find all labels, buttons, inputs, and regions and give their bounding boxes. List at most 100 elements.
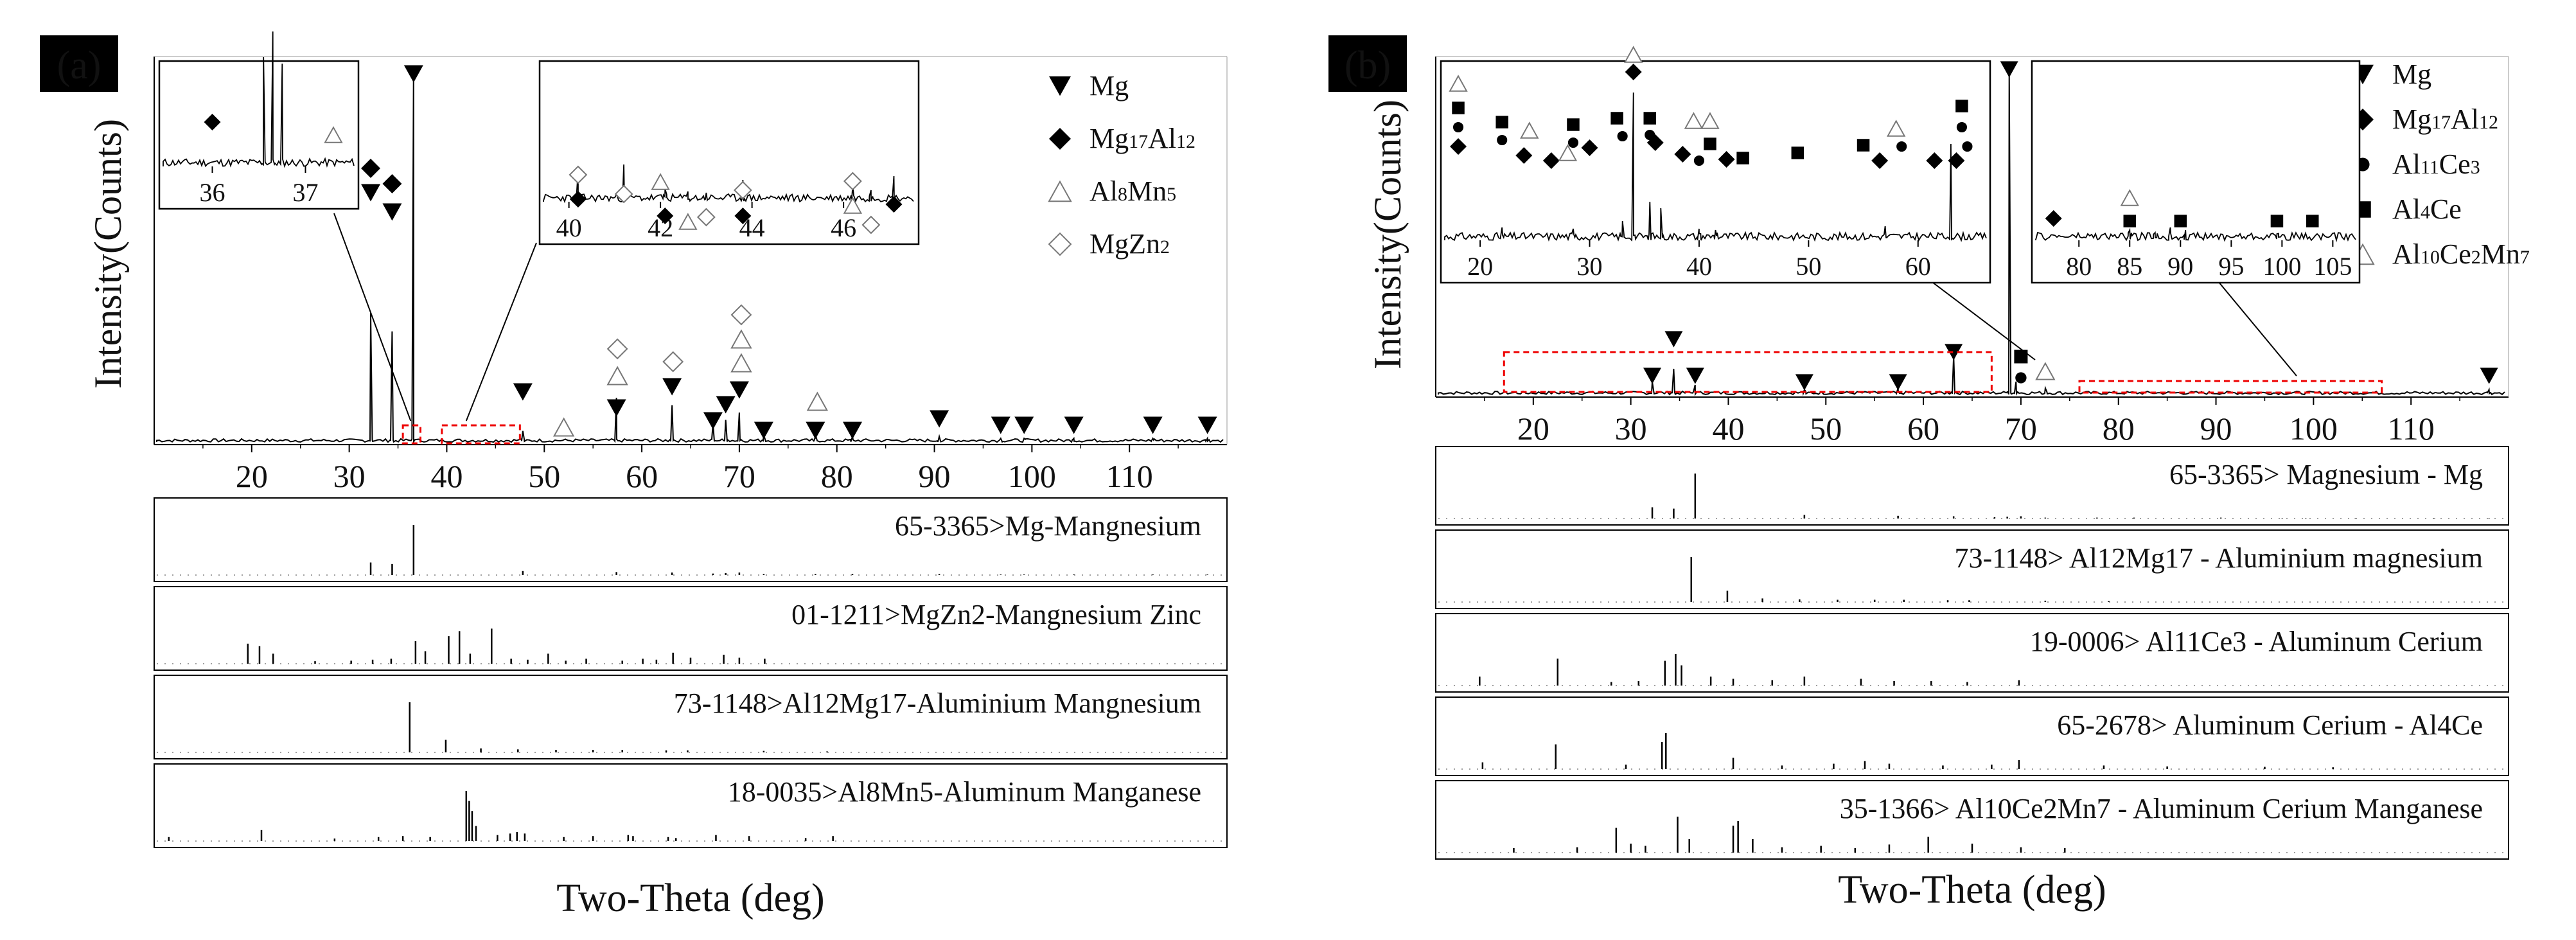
reference-pattern-65-3365: 65-3365> Magnesium - Mg [1435, 446, 2509, 526]
peak-marker-down-triangle [513, 383, 533, 401]
legend-marker-down-triangle [1049, 76, 1071, 96]
reference-frame [1435, 446, 2509, 526]
inset-leader-2 [2218, 281, 2297, 377]
legend-text-part: 11 [2421, 157, 2439, 178]
x-tick-label: 110 [1106, 458, 1153, 494]
peak-marker-down-triangle [843, 421, 863, 439]
legend-text-part: 12 [2479, 112, 2498, 133]
inset-tick-label: 37 [293, 178, 319, 207]
inset-marker-open-triangle [678, 213, 698, 230]
inset-tick-label: 105 [2313, 252, 2352, 281]
legend-text-part: 2 [1160, 236, 1170, 258]
inset-marker-open-diamond [696, 208, 716, 227]
reference-frame [154, 675, 1228, 759]
panel-a: (a) 20 30 40 50 60 70 80 90 100 110 Intensity(Count… [40, 31, 1228, 920]
legend-label: Mg [2392, 58, 2431, 90]
inset-pattern [2035, 227, 2356, 243]
reference-frame [1435, 696, 2509, 776]
inset-marker-open-diamond [733, 181, 752, 200]
reference-label: 01-1211>MgZn2-Mangnesium Zinc [791, 599, 1201, 630]
peak-marker-down-triangle [662, 378, 682, 396]
inset-marker-diamond [569, 191, 587, 208]
legend-text-part: Al [2451, 103, 2479, 135]
reference-label: 65-3365>Mg-Mangnesium [895, 510, 1201, 542]
x-tick-label: 20 [236, 458, 268, 494]
reference-pattern-01-1211: 01-1211>MgZn2-Mangnesium Zinc [154, 586, 1228, 671]
reference-label: 35-1366> Al10Ce2Mn7 - Aluminum Cerium Ma… [1840, 793, 2483, 824]
inset-tick-label: 36 [200, 178, 225, 207]
diffraction-pattern [1438, 73, 2505, 396]
inset-marker-diamond [1625, 64, 1642, 80]
x-tick-label: 90 [2200, 411, 2232, 447]
peak-marker-diamond [382, 174, 402, 193]
peak-marker-down-triangle [1143, 416, 1163, 434]
inset-tick-label: 80 [2066, 252, 2092, 281]
inset-marker-square [1643, 112, 1657, 125]
inset-marker-dot [1693, 155, 1704, 166]
peak-marker-down-triangle [1064, 416, 1084, 434]
peak-marker-open-triangle [606, 366, 628, 386]
inset-marker-diamond [2045, 210, 2062, 227]
diffraction-pattern [156, 73, 1224, 444]
inset-marker-open-diamond [843, 172, 862, 191]
x-tick-label: 40 [1712, 411, 1744, 447]
reference-label: 65-2678> Aluminum Cerium - Al4Ce [2057, 709, 2483, 741]
inset-tick-label: 40 [1686, 252, 1712, 281]
legend-text-part: Al [1090, 175, 1118, 207]
panel-label: (b) [1345, 44, 1391, 87]
inset-marker-dot [1896, 141, 1907, 152]
inset-marker-diamond [1581, 139, 1598, 156]
inset-2: 80 85 90 95 100 105 [2031, 60, 2361, 284]
legend-marker-diamond [1049, 128, 1071, 150]
peak-marker-open-diamond [662, 351, 684, 373]
inset-marker-open-diamond [569, 165, 588, 184]
inset-marker-open-triangle [651, 173, 670, 190]
legend-text-part: Al [1148, 123, 1176, 154]
reference-label: 73-1148>Al12Mg17-Aluminium Mangnesium [674, 687, 1201, 719]
inset-marker-square [2270, 215, 2284, 227]
legend-text-part: Mg [1090, 70, 1129, 102]
inset-marker-diamond [1926, 152, 1943, 169]
x-tick-label: 30 [333, 458, 366, 494]
inset-marker-diamond [1948, 152, 1965, 169]
x-tick-label: 110 [2388, 411, 2435, 447]
legend-text-part: 8 [1118, 184, 1127, 205]
reference-pattern-73-1148: 73-1148> Al12Mg17 - Aluminium magnesium [1435, 529, 2509, 609]
legend-text-part: Al [2392, 193, 2421, 225]
legend-text-part: 7 [2520, 247, 2530, 268]
inset-marker-open-triangle [1520, 121, 1539, 139]
inset-tick-label: 50 [1795, 252, 1821, 281]
legend-text-part: 2 [2471, 247, 2481, 268]
inset-leader-2 [465, 242, 537, 421]
reference-pattern-18-0035: 18-0035>Al8Mn5-Aluminum Manganese [154, 763, 1228, 848]
peak-marker-down-triangle [991, 416, 1010, 434]
inset-marker-open-triangle [2120, 189, 2139, 206]
inset-marker-square [2174, 215, 2187, 227]
inset-tick-label: 85 [2117, 252, 2142, 281]
peak-marker-down-triangle [403, 65, 423, 83]
x-tick-label: 50 [1810, 411, 1842, 447]
inset-marker-dot [1962, 141, 1973, 152]
x-tick-label: 100 [2289, 411, 2338, 447]
inset-marker-square [1567, 118, 1580, 131]
x-tick-label: 60 [626, 458, 658, 494]
inset-marker-dot [1567, 137, 1579, 148]
legend-text-part: 10 [2421, 247, 2440, 268]
legend-label: Al10Ce2Mn7 [2392, 238, 2530, 270]
inset-marker-diamond [1515, 147, 1533, 164]
legend-text-part: MgZn [1090, 228, 1160, 260]
inset-tick-label: 20 [1467, 252, 1493, 281]
inset-marker-square [2123, 215, 2137, 227]
inset-marker-open-triangle [324, 126, 343, 143]
inset-marker-diamond [204, 114, 221, 130]
x-axis-label: Two-Theta (deg) [1838, 868, 2106, 912]
inset-marker-square [2306, 215, 2319, 227]
x-axis-label: Two-Theta (deg) [556, 876, 824, 920]
peak-marker-down-triangle [1795, 374, 1813, 391]
peak-marker-open-triangle [730, 329, 752, 349]
inset-2: 40 42 44 46 [538, 60, 920, 245]
reference-frame [1435, 529, 2509, 609]
peak-marker-down-triangle [1686, 368, 1704, 384]
peak-marker-open-triangle [730, 353, 752, 373]
peak-marker-down-triangle [1197, 416, 1217, 434]
